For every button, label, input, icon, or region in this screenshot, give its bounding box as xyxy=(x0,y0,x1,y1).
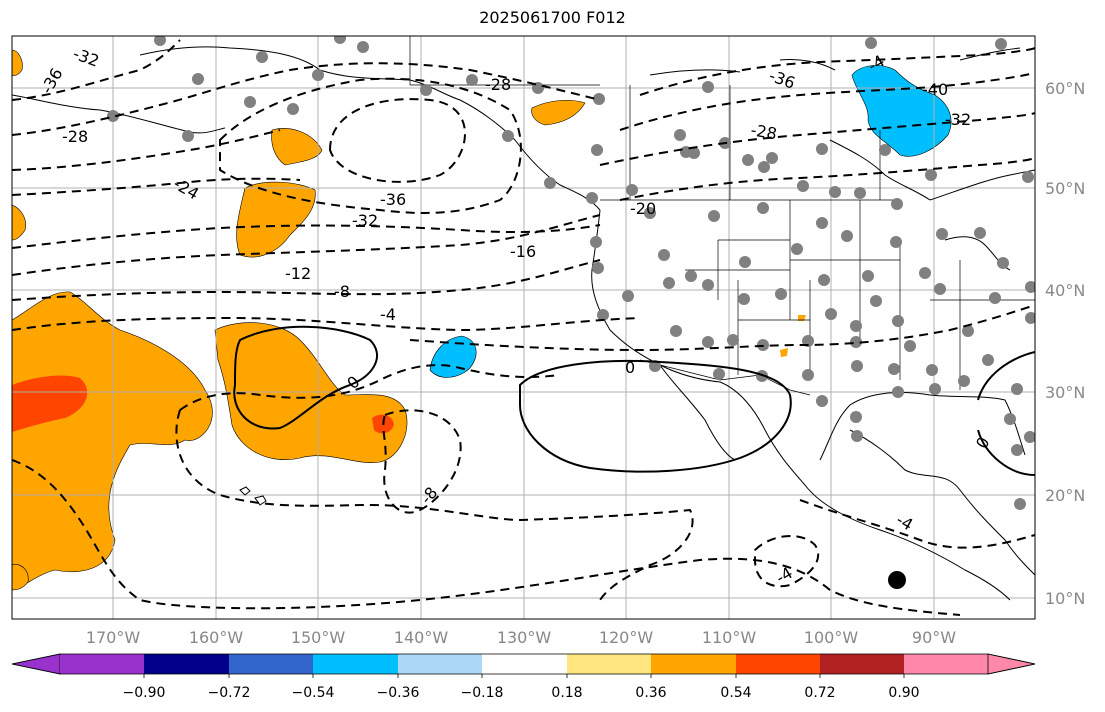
colorbar-segment xyxy=(820,654,904,674)
colorbar-segment xyxy=(651,654,736,674)
lat-label: 30°N xyxy=(1045,383,1085,402)
lon-label: 160°W xyxy=(189,628,244,647)
lon-label: 170°W xyxy=(86,628,141,647)
map-border xyxy=(11,35,1036,620)
coastlines xyxy=(12,46,1035,601)
colorbar-segment xyxy=(736,654,820,674)
contour-label: -4 xyxy=(380,305,396,324)
colorbar-segment xyxy=(60,654,144,674)
colorbar-tick-label: −0.90 xyxy=(123,685,166,701)
colorbar-tick-label: 0.36 xyxy=(635,685,666,701)
colorbar-segment xyxy=(482,654,567,674)
colorbar-tick-label: 0.18 xyxy=(551,685,582,701)
colorbar-tick-label: 0.72 xyxy=(804,685,835,701)
lat-label: 10°N xyxy=(1045,589,1085,608)
station-markers xyxy=(107,36,1035,510)
latitude-labels: 60°N 50°N 40°N 30°N 20°N 10°N xyxy=(1045,79,1085,608)
contour-label: -32 xyxy=(945,110,971,129)
positive-anomaly-region xyxy=(12,49,23,76)
lon-label: 150°W xyxy=(291,628,346,647)
lat-label: 50°N xyxy=(1045,179,1085,198)
colorbar: −0.90 −0.72 −0.54 −0.36 −0.18 0.18 0.36 … xyxy=(11,653,1036,701)
colorbar-segment xyxy=(567,654,651,674)
contour-label: 0 xyxy=(625,358,635,377)
positive-anomaly-region xyxy=(798,315,806,321)
contour-label-group: -32 -36 -28 -24 -28 -36 -32 -20 -16 -12 … xyxy=(37,44,994,588)
colorbar-segment xyxy=(11,653,61,675)
contour-lines xyxy=(12,39,1035,616)
positive-anomaly-region xyxy=(12,291,213,591)
positive-anomaly-region xyxy=(236,181,316,258)
map-plot-area: -32 -36 -28 -24 -28 -36 -32 -20 -16 -12 … xyxy=(12,36,1035,619)
contour-label: -28 xyxy=(62,127,88,146)
colorbar-outline xyxy=(11,653,1036,675)
anomaly-shading xyxy=(12,49,952,591)
contour-label: -20 xyxy=(630,199,656,218)
contour-label: -32 xyxy=(352,211,378,230)
lon-label: 140°W xyxy=(394,628,449,647)
contour-label: -40 xyxy=(922,80,948,99)
colorbar-segment xyxy=(229,654,313,674)
lon-label: 130°W xyxy=(497,628,552,647)
positive-anomaly-region xyxy=(12,564,29,591)
contour-label: -16 xyxy=(510,242,536,261)
positive-anomaly-region xyxy=(531,99,586,126)
colorbar-tick-label: −0.54 xyxy=(292,685,335,701)
colorbar-segment xyxy=(398,654,482,674)
location-marker xyxy=(888,571,906,589)
negative-anomaly-region xyxy=(429,335,477,378)
positive-anomaly-region xyxy=(271,128,323,166)
colorbar-segment xyxy=(987,653,1036,675)
strong-anomaly-region xyxy=(12,375,88,432)
colorbar-tick-label: −0.36 xyxy=(377,685,420,701)
lon-label: 110°W xyxy=(702,628,757,647)
positive-anomaly-region xyxy=(780,348,788,357)
lat-label: 60°N xyxy=(1045,79,1085,98)
contour-label: -36 xyxy=(380,190,406,209)
colorbar-tick-label: 0.54 xyxy=(720,685,751,701)
longitude-labels: 170°W 160°W 150°W 140°W 130°W 120°W 110°… xyxy=(86,628,956,647)
contour-label: -28 xyxy=(485,75,511,94)
colorbar-segment xyxy=(904,654,988,674)
colorbar-tick-label: −0.18 xyxy=(461,685,504,701)
lat-label: 40°N xyxy=(1045,281,1085,300)
colorbar-segment xyxy=(144,654,229,674)
positive-anomaly-region xyxy=(12,204,26,241)
lon-label: 100°W xyxy=(804,628,859,647)
colorbar-tick-label: 0.90 xyxy=(888,685,919,701)
graticule xyxy=(12,36,1035,619)
colorbar-segment xyxy=(313,654,398,674)
contour-label: -28 xyxy=(749,120,778,143)
lat-label: 20°N xyxy=(1045,486,1085,505)
map-title: 2025061700 F012 xyxy=(479,8,626,27)
lon-label: 90°W xyxy=(912,628,956,647)
lon-label: 120°W xyxy=(599,628,654,647)
colorbar-tick-label: −0.72 xyxy=(208,685,251,701)
contour-label: -8 xyxy=(334,282,350,301)
contour-label: -12 xyxy=(285,264,311,283)
